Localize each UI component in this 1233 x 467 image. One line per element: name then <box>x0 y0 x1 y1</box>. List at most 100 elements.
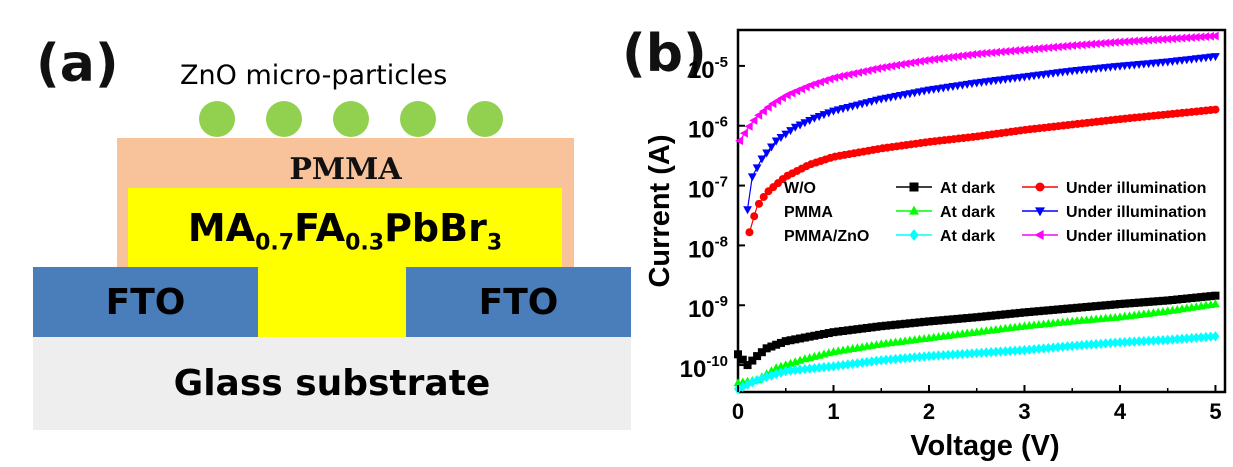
data-point <box>977 312 986 321</box>
y-tick-label: 10-10 <box>680 353 728 383</box>
data-point <box>1001 310 1010 319</box>
data-point <box>967 348 976 359</box>
data-point <box>1068 304 1077 313</box>
data-point <box>1044 43 1053 52</box>
data-point <box>953 51 962 61</box>
data-point <box>1044 342 1053 354</box>
y-tick-label: 10-6 <box>688 114 728 144</box>
data-point <box>1001 46 1010 56</box>
data-point <box>848 358 857 370</box>
data-point <box>891 353 900 365</box>
data-point <box>896 320 905 329</box>
data-point <box>939 350 948 361</box>
data-point <box>924 317 933 326</box>
data-point <box>1191 32 1200 42</box>
data-point <box>749 116 758 125</box>
data-point <box>948 349 957 360</box>
data-point <box>1177 33 1186 43</box>
data-point <box>819 362 828 373</box>
data-point <box>734 350 742 359</box>
data-point <box>1001 346 1010 357</box>
data-point <box>810 362 819 374</box>
data-point <box>834 327 843 336</box>
data-point <box>953 314 962 323</box>
data-point <box>849 69 858 78</box>
data-point <box>873 64 882 73</box>
data-point <box>1163 296 1172 305</box>
data-point <box>920 56 929 65</box>
data-point <box>1101 38 1110 48</box>
data-point <box>745 228 754 237</box>
data-point <box>929 350 938 361</box>
data-point <box>800 363 809 375</box>
data-point <box>1092 338 1101 350</box>
data-point <box>920 351 929 362</box>
data-point <box>767 342 776 351</box>
data-point <box>1053 305 1062 314</box>
data-point <box>858 357 867 368</box>
data-point <box>944 315 953 324</box>
data-point <box>910 352 919 363</box>
data-point <box>805 363 814 374</box>
data-point <box>1077 340 1086 351</box>
y-tick-label: 10-7 <box>688 174 728 204</box>
data-point <box>901 352 910 364</box>
x-tick-label: 3 <box>1018 399 1030 424</box>
data-point <box>1168 334 1177 345</box>
data-point <box>1172 33 1181 43</box>
data-point <box>1125 336 1134 348</box>
data-point <box>958 51 967 61</box>
data-point <box>791 364 800 376</box>
data-point <box>1139 335 1148 347</box>
data-point <box>987 311 996 320</box>
legend-dark-label: At dark <box>940 204 995 221</box>
data-point <box>772 340 781 349</box>
data-point <box>853 325 862 334</box>
data-point <box>1063 304 1072 313</box>
perovskite-layer: MA0.7FA0.3PbBr3 <box>128 188 562 338</box>
fto-left: FTO <box>33 267 258 337</box>
data-point <box>1192 332 1201 343</box>
legend-marker <box>909 205 919 215</box>
data-point <box>824 109 834 118</box>
data-point <box>759 192 768 201</box>
data-point <box>1186 33 1195 42</box>
data-point <box>1025 344 1034 355</box>
x-tick-label: 5 <box>1209 399 1221 424</box>
data-point <box>839 71 848 80</box>
data-point <box>830 73 839 82</box>
data-point <box>982 48 991 58</box>
data-point <box>1206 331 1215 342</box>
data-point <box>1201 292 1210 301</box>
data-point <box>1187 332 1196 344</box>
data-point <box>886 321 895 330</box>
data-point <box>1111 337 1120 348</box>
data-point <box>791 335 800 344</box>
data-point <box>967 313 976 322</box>
data-point <box>1015 308 1024 317</box>
data-point <box>1182 294 1191 303</box>
legend-light-label: Under illumination <box>1066 180 1206 197</box>
data-point <box>848 325 857 334</box>
data-point <box>805 332 814 341</box>
data-point <box>748 356 757 365</box>
pmma-label: PMMA <box>289 152 402 187</box>
data-point <box>829 328 838 337</box>
data-point <box>1006 345 1015 357</box>
data-point <box>872 355 881 367</box>
data-point <box>1173 334 1182 345</box>
data-point <box>738 355 747 364</box>
data-point <box>758 106 767 116</box>
data-point <box>1044 306 1053 315</box>
data-point <box>944 52 953 62</box>
data-point <box>1115 337 1124 348</box>
data-point <box>1211 299 1220 308</box>
data-point <box>1049 342 1058 353</box>
data-point <box>867 323 876 332</box>
data-point <box>796 334 805 343</box>
data-point <box>1110 37 1119 47</box>
data-point <box>1039 306 1048 315</box>
data-point <box>877 63 886 72</box>
data-point <box>1039 43 1048 53</box>
data-point <box>819 329 828 338</box>
